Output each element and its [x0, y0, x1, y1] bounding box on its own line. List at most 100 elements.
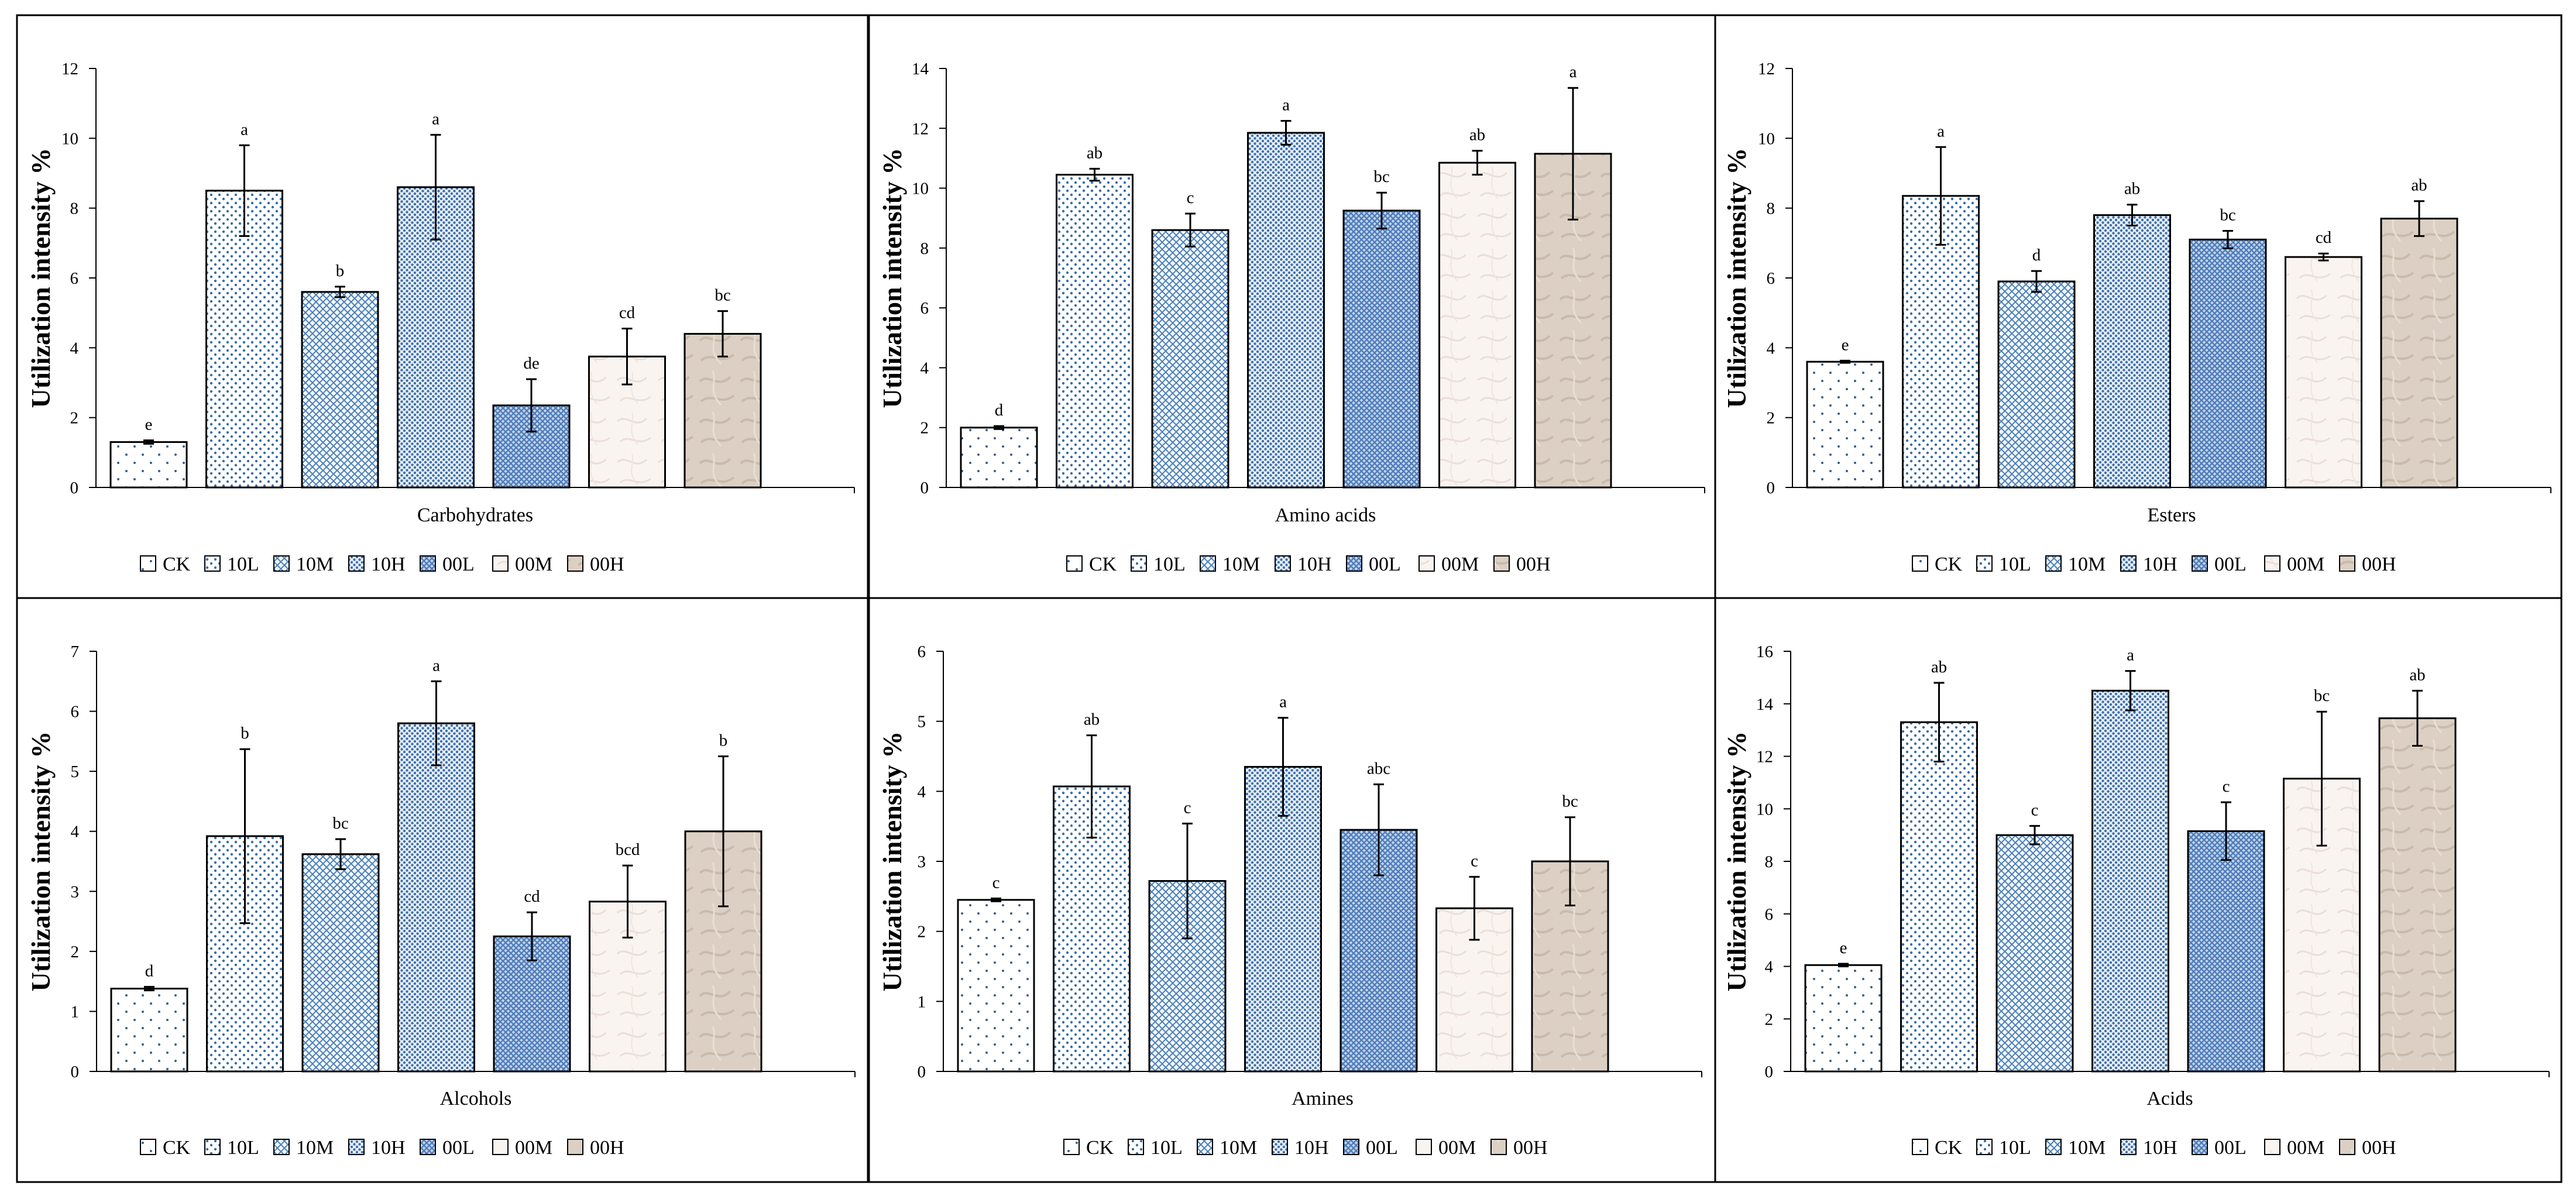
- y-tick-label: 12: [1758, 60, 1775, 78]
- legend-label-10l: 10L: [1999, 554, 2031, 575]
- bar-10m: [301, 853, 380, 1073]
- legend-swatch-10h: [348, 555, 365, 572]
- legend-swatch-10l: [1131, 555, 1147, 572]
- legend-swatch-00h: [2339, 1139, 2355, 1155]
- chart-acids: Utilization intensity % Acids 0 2 4 6 8 10 12 1…: [1722, 643, 2550, 1159]
- legend-label-00h: 00H: [1513, 1137, 1548, 1159]
- significance-label: cd: [2316, 228, 2332, 247]
- legend-label-10l: 10L: [227, 1137, 259, 1159]
- y-tick-label: 1: [918, 992, 926, 1011]
- bar-10m: [301, 291, 379, 489]
- legend-swatch-ck: [140, 1139, 156, 1155]
- legend-label-10h: 10H: [1297, 554, 1332, 575]
- bar-10l: [1900, 721, 1978, 1073]
- legend-swatch-00h: [1493, 555, 1510, 572]
- legend-swatch-ck: [140, 555, 156, 572]
- bar-ck: [1804, 964, 1883, 1073]
- legend-swatch-10m: [1200, 555, 1216, 572]
- y-tick-label: 3: [71, 882, 80, 901]
- y-tick-label: 4: [71, 823, 80, 841]
- significance-label: e: [1840, 939, 1847, 957]
- legend-swatch-00l: [1343, 1139, 1359, 1155]
- legend-label-10m: 10M: [296, 1137, 334, 1159]
- legend-label-ck: CK: [163, 554, 191, 575]
- legend-swatch-00m: [492, 555, 509, 572]
- bar-00m: [1438, 162, 1516, 489]
- legend-swatch-10h: [1272, 1139, 1288, 1155]
- significance-label: d: [2032, 246, 2041, 264]
- y-tick-label: 0: [71, 1063, 80, 1081]
- y-tick-label: 6: [1767, 269, 1775, 288]
- bar-00l: [1342, 209, 1421, 489]
- legend-label-10m: 10M: [1220, 1137, 1257, 1159]
- legend-label-00m: 00M: [1441, 554, 1479, 575]
- bar-10h: [1247, 132, 1325, 489]
- bar-00h: [2380, 218, 2458, 489]
- y-tick-label: 12: [912, 119, 929, 138]
- y-tick-label: 4: [1767, 339, 1775, 358]
- legend-label-00l: 00L: [442, 1137, 475, 1159]
- y-tick-label: 8: [70, 200, 79, 218]
- y-tick-label: 10: [61, 129, 78, 148]
- legend-swatch-10m: [2045, 555, 2062, 572]
- y-tick-label: 2: [1767, 409, 1775, 428]
- bar-10m: [1151, 229, 1229, 489]
- x-axis-label: Carbohydrates: [417, 504, 533, 526]
- bar-00h: [684, 332, 762, 489]
- legend-label-00m: 00M: [1438, 1137, 1476, 1159]
- x-axis-label: Acids: [2146, 1088, 2193, 1109]
- legend-swatch-10l: [204, 555, 221, 572]
- legend-label-10l: 10L: [1150, 1137, 1183, 1159]
- significance-label: a: [432, 656, 440, 675]
- legend-swatch-10l: [204, 1139, 221, 1155]
- legend-swatch-00m: [1416, 1139, 1432, 1155]
- legend-swatch-00m: [492, 1139, 509, 1155]
- bar-10h: [397, 722, 475, 1073]
- significance-label: ab: [2409, 665, 2425, 684]
- legend-label-10h: 10H: [1294, 1137, 1329, 1159]
- y-tick-label: 8: [921, 239, 929, 258]
- significance-label: b: [719, 731, 728, 750]
- legend-label-00l: 00L: [1366, 1137, 1398, 1159]
- legend-swatch-10m: [273, 555, 290, 572]
- y-tick-label: 0: [1765, 1063, 1774, 1081]
- legend-label-00h: 00H: [2362, 554, 2396, 575]
- x-axis-label: Esters: [2147, 504, 2196, 526]
- chart-amines: Utilization intensity % Amines 0 1 2 3 4 5 6 c a…: [877, 643, 1702, 1159]
- y-tick-label: 14: [912, 60, 929, 78]
- legend-label-10h: 10H: [371, 1137, 406, 1159]
- legend-swatch-10l: [1976, 555, 1993, 572]
- legend-swatch-ck: [1066, 555, 1083, 572]
- legend-swatch-10l: [1128, 1139, 1144, 1155]
- x-axis-label: Amines: [1292, 1088, 1354, 1109]
- legend-swatch-10m: [2045, 1139, 2062, 1155]
- legend-label-00m: 00M: [515, 1137, 552, 1159]
- legend-label-10m: 10M: [2068, 554, 2106, 575]
- legend-label-ck: CK: [1089, 554, 1117, 575]
- y-tick-label: 6: [1765, 905, 1774, 924]
- significance-label: ab: [1469, 126, 1485, 145]
- legend-swatch-00l: [420, 555, 436, 572]
- significance-label: ab: [1931, 658, 1947, 676]
- y-tick-label: 14: [1756, 695, 1774, 714]
- significance-label: bc: [1562, 792, 1578, 811]
- significance-label: a: [1569, 63, 1577, 81]
- y-tick-label: 0: [921, 479, 929, 497]
- significance-label: ab: [2411, 176, 2427, 195]
- y-axis-label: Utilization intensity %: [1722, 731, 1751, 992]
- significance-label: bc: [332, 814, 348, 833]
- y-tick-label: 2: [921, 419, 929, 438]
- legend-label-10l: 10L: [227, 554, 259, 575]
- bar-ck: [110, 987, 188, 1073]
- significance-label: c: [1184, 798, 1191, 817]
- bar-10l: [205, 190, 283, 489]
- y-tick-label: 7: [71, 643, 80, 661]
- legend-label-10h: 10H: [2143, 554, 2177, 575]
- significance-label: b: [241, 724, 249, 743]
- y-tick-label: 2: [918, 923, 926, 942]
- y-tick-label: 8: [1767, 200, 1775, 218]
- bar-00l: [2189, 238, 2267, 489]
- y-tick-label: 4: [921, 359, 929, 377]
- legend-label-10l: 10L: [1999, 1137, 2031, 1159]
- legend-swatch-ck: [1063, 1139, 1080, 1155]
